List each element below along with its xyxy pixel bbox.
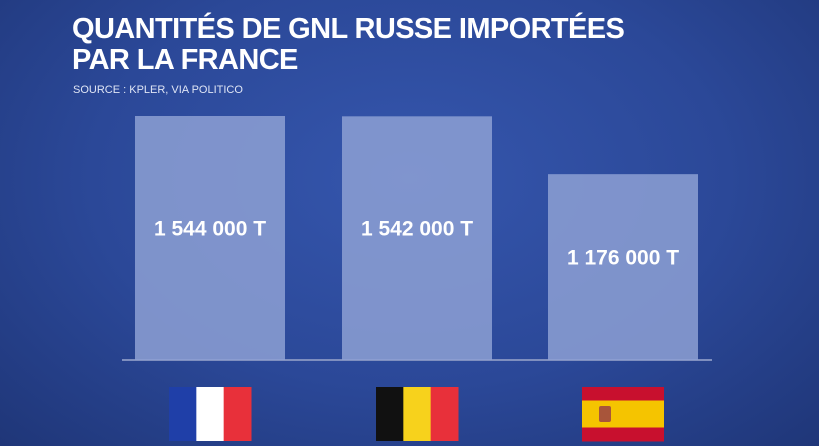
flag-stripe [376,387,404,441]
chart-subtitle: SOURCE : KPLER, VIA POLITICO [73,84,243,96]
flag-stripe [196,387,225,441]
value-label: 1 542 000 T [361,218,473,241]
flag-stripe [582,427,664,442]
chart-title: QUANTITÉS DE GNL RUSSE IMPORTÉES PAR LA … [72,13,625,76]
value-label: 1 544 000 T [154,218,266,241]
flag-stripe [223,387,252,441]
flag-stripe [403,387,432,441]
flag-stripe [582,387,664,401]
bar [135,116,285,360]
bar [342,116,492,360]
value-label: 1 176 000 T [567,247,679,270]
flag-emblem [599,406,611,422]
flag-stripe [582,400,664,428]
bar [548,174,698,360]
flag-stripe [430,387,459,441]
flag-stripe [169,387,197,441]
